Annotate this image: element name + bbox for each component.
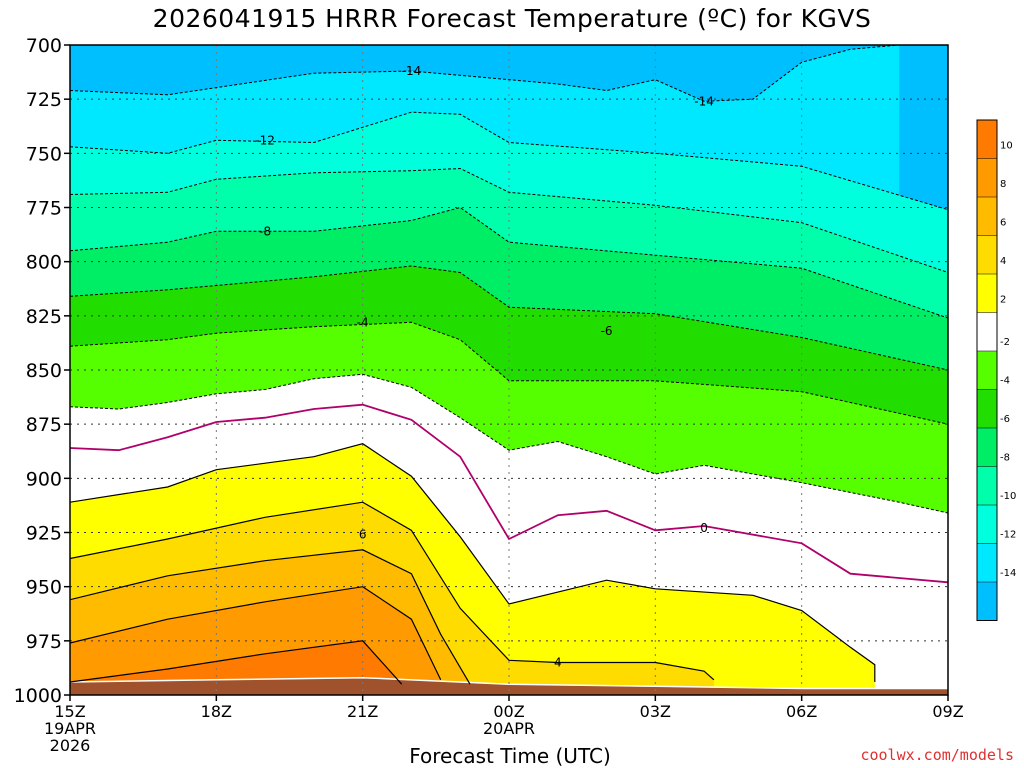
contour-line--4 [70,321,948,425]
colorbar-frame [976,119,998,621]
colorbar-segment [977,466,997,505]
contour-line--10 [70,167,948,273]
colorbar-segment [977,158,997,197]
colorbar-label: -6 [1000,414,1010,425]
y-tick-label: 725 [26,89,62,111]
y-tick-label: 800 [26,252,62,274]
x-tick-label: 09Z [932,702,963,721]
x-tick-label: 2026 [50,736,91,755]
y-tick-label: 950 [26,577,62,599]
contour-line-0 [70,403,948,584]
colorbar-segment [977,505,997,544]
x-tick-label: 03Z [640,702,671,721]
credit-text: coolwx.com/models [860,746,1014,764]
contour-line-8 [70,586,442,681]
colorbar-label: -14 [1000,568,1016,579]
colorbar-segment [977,197,997,236]
y-tick-label: 900 [26,468,62,490]
x-axis-label: Forecast Time (UTC) [409,744,611,768]
y-tick-label: 825 [26,306,62,328]
colorbar-segment [977,120,997,159]
contour-line-6 [70,549,471,685]
colorbar-segment [977,351,997,390]
y-tick-label: 875 [26,414,62,436]
contour-line--6 [70,265,948,371]
contour-line-10 [70,640,403,685]
x-tick-label: 21Z [347,702,378,721]
colorbar-label: -8 [1000,453,1010,464]
ground-fill [70,677,948,695]
colorbar-segment [977,235,997,274]
x-tick-label: 06Z [786,702,817,721]
contour-label: -4 [357,315,369,329]
y-tick-label: 775 [26,198,62,220]
contour-label: -8 [259,224,271,238]
contour-label: -14 [694,94,714,108]
x-tick-label: 15Z [54,702,85,721]
contour-line--12 [70,111,948,211]
y-tick-label: 975 [26,631,62,653]
colorbar-label: 6 [1000,218,1006,229]
colorbar-label: -10 [1000,491,1016,502]
contour-label: 6 [359,528,367,542]
colorbar-label: 4 [1000,256,1006,267]
x-tick-label: 18Z [201,702,232,721]
colorbar-label: -2 [1000,337,1010,348]
y-tick-label: 850 [26,360,62,382]
colorbar-segment [977,274,997,313]
colorbar-segment [977,582,997,621]
colorbar-segment [977,312,997,351]
surface-line [70,676,948,690]
contour-label: -14 [402,64,422,78]
colorbar-segment [977,543,997,582]
colorbar-segment [977,389,997,428]
contour-label: -12 [255,133,275,147]
colorbar-label: 2 [1000,295,1006,306]
contour-line--14 [70,45,900,102]
chart-title: 2026041915 HRRR Forecast Temperature (ºC… [152,4,872,33]
contour-line--2 [70,373,948,514]
y-tick-label: 750 [26,143,62,165]
contour-line-2 [70,443,876,682]
contour-label: -6 [601,324,613,338]
contour-label: 4 [554,656,562,670]
colorbar-label: -4 [1000,376,1010,387]
contour-line-4 [70,501,715,681]
colorbar-label: 8 [1000,179,1006,190]
y-tick-label: 700 [26,35,62,57]
contour-line--8 [70,206,948,319]
y-tick-label: 1000 [14,685,62,707]
x-tick-label: 19APR [44,719,96,738]
x-tick-label: 20APR [483,719,535,738]
colorbar-label: 10 [1000,141,1013,152]
y-tick-label: 925 [26,523,62,545]
colorbar-segment [977,428,997,467]
contour-label: 0 [700,521,708,535]
colorbar-label: -12 [1000,530,1016,541]
x-tick-label: 00Z [493,702,524,721]
